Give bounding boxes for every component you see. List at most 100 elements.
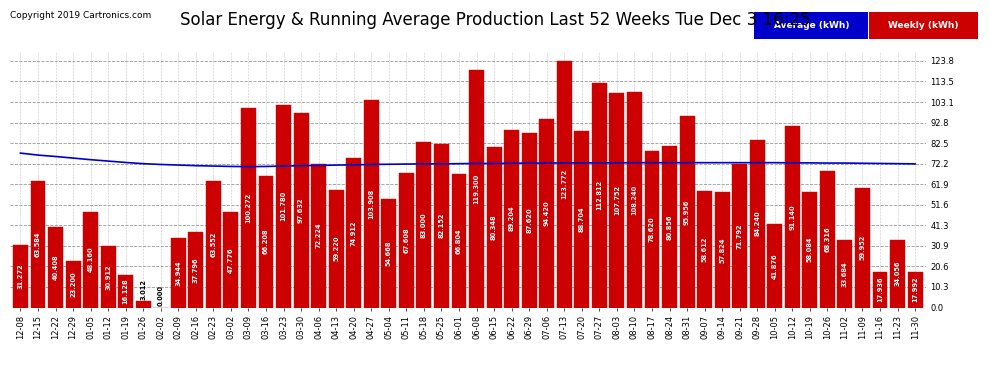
Text: 108.240: 108.240: [632, 184, 638, 215]
Text: 66.804: 66.804: [456, 228, 462, 254]
Bar: [329, 189, 344, 308]
Bar: [101, 246, 116, 308]
Text: 80.348: 80.348: [491, 214, 497, 240]
Text: 97.632: 97.632: [298, 197, 304, 223]
Bar: [65, 261, 80, 308]
Text: 34.056: 34.056: [895, 261, 901, 286]
Bar: [890, 240, 905, 308]
Text: 91.140: 91.140: [789, 204, 795, 230]
Bar: [451, 174, 466, 308]
Bar: [733, 165, 747, 308]
Bar: [820, 171, 835, 308]
Bar: [434, 144, 448, 308]
Bar: [206, 181, 221, 308]
Bar: [487, 147, 502, 308]
Text: 16.128: 16.128: [123, 279, 129, 304]
Text: 59.952: 59.952: [859, 235, 865, 261]
Text: 107.752: 107.752: [614, 185, 620, 215]
Text: 100.272: 100.272: [246, 192, 251, 223]
Text: 41.876: 41.876: [772, 253, 778, 279]
Text: 57.824: 57.824: [719, 237, 725, 262]
Bar: [31, 181, 46, 308]
Bar: [556, 61, 571, 308]
Text: 83.000: 83.000: [421, 212, 427, 238]
Bar: [311, 164, 326, 308]
Text: 74.912: 74.912: [350, 220, 356, 246]
Text: 103.908: 103.908: [368, 189, 374, 219]
Bar: [294, 113, 309, 308]
Text: 88.704: 88.704: [579, 206, 585, 232]
Bar: [627, 92, 642, 308]
Bar: [540, 119, 554, 308]
Bar: [13, 245, 28, 308]
Text: 33.684: 33.684: [842, 261, 848, 287]
Text: 37.796: 37.796: [193, 257, 199, 283]
Bar: [592, 83, 607, 308]
Text: 58.612: 58.612: [702, 236, 708, 262]
Text: 87.620: 87.620: [526, 207, 533, 233]
Text: 23.200: 23.200: [70, 272, 76, 297]
Text: 89.204: 89.204: [509, 206, 515, 231]
Text: 95.956: 95.956: [684, 199, 690, 225]
Text: 78.620: 78.620: [649, 216, 655, 242]
Bar: [171, 238, 186, 308]
Text: 94.420: 94.420: [544, 201, 549, 226]
Bar: [241, 108, 256, 307]
Bar: [224, 212, 239, 308]
Bar: [908, 272, 923, 308]
Bar: [136, 302, 150, 307]
Text: Copyright 2019 Cartronics.com: Copyright 2019 Cartronics.com: [10, 11, 151, 20]
Text: 63.584: 63.584: [35, 231, 41, 257]
Bar: [399, 173, 414, 308]
Bar: [697, 191, 712, 308]
Text: 54.668: 54.668: [386, 240, 392, 266]
Bar: [83, 211, 98, 308]
Bar: [749, 140, 764, 308]
Text: 34.944: 34.944: [175, 260, 181, 285]
Text: 0.000: 0.000: [157, 285, 163, 306]
Bar: [276, 105, 291, 308]
Bar: [715, 192, 730, 308]
Bar: [469, 70, 484, 308]
Text: 84.240: 84.240: [754, 211, 760, 236]
Bar: [381, 199, 396, 308]
Text: 58.084: 58.084: [807, 237, 813, 262]
Text: 17.936: 17.936: [877, 277, 883, 303]
Text: 101.780: 101.780: [280, 191, 286, 221]
Bar: [855, 188, 870, 308]
Text: 17.992: 17.992: [912, 277, 918, 302]
Text: Weekly (kWh): Weekly (kWh): [888, 21, 959, 30]
Bar: [803, 192, 818, 308]
Bar: [767, 224, 782, 308]
Text: 40.408: 40.408: [52, 254, 58, 280]
Bar: [188, 232, 203, 308]
Text: 30.912: 30.912: [105, 264, 111, 290]
Bar: [504, 130, 519, 308]
Bar: [364, 100, 379, 308]
Text: 48.160: 48.160: [87, 247, 94, 272]
Bar: [522, 133, 537, 308]
Text: 123.772: 123.772: [561, 169, 567, 200]
Text: Solar Energy & Running Average Production Last 52 Weeks Tue Dec 3 16:25: Solar Energy & Running Average Productio…: [180, 11, 810, 29]
Text: 80.856: 80.856: [666, 214, 672, 240]
Bar: [417, 142, 432, 308]
Text: 66.208: 66.208: [263, 229, 269, 254]
Text: 68.316: 68.316: [825, 226, 831, 252]
Text: 112.812: 112.812: [596, 180, 602, 210]
Bar: [679, 116, 695, 308]
Bar: [610, 93, 625, 308]
Bar: [49, 227, 63, 308]
Bar: [258, 176, 273, 308]
Bar: [644, 151, 659, 308]
Text: Average (kWh): Average (kWh): [773, 21, 849, 30]
Text: 67.608: 67.608: [403, 227, 410, 253]
Text: 63.552: 63.552: [211, 231, 217, 257]
Text: 59.220: 59.220: [334, 236, 340, 261]
Bar: [838, 240, 852, 308]
Bar: [785, 126, 800, 308]
Text: 31.272: 31.272: [18, 264, 24, 289]
Text: 47.776: 47.776: [228, 247, 234, 273]
Text: 72.224: 72.224: [316, 223, 322, 248]
Text: 71.792: 71.792: [737, 223, 742, 249]
Text: 82.152: 82.152: [439, 213, 445, 238]
